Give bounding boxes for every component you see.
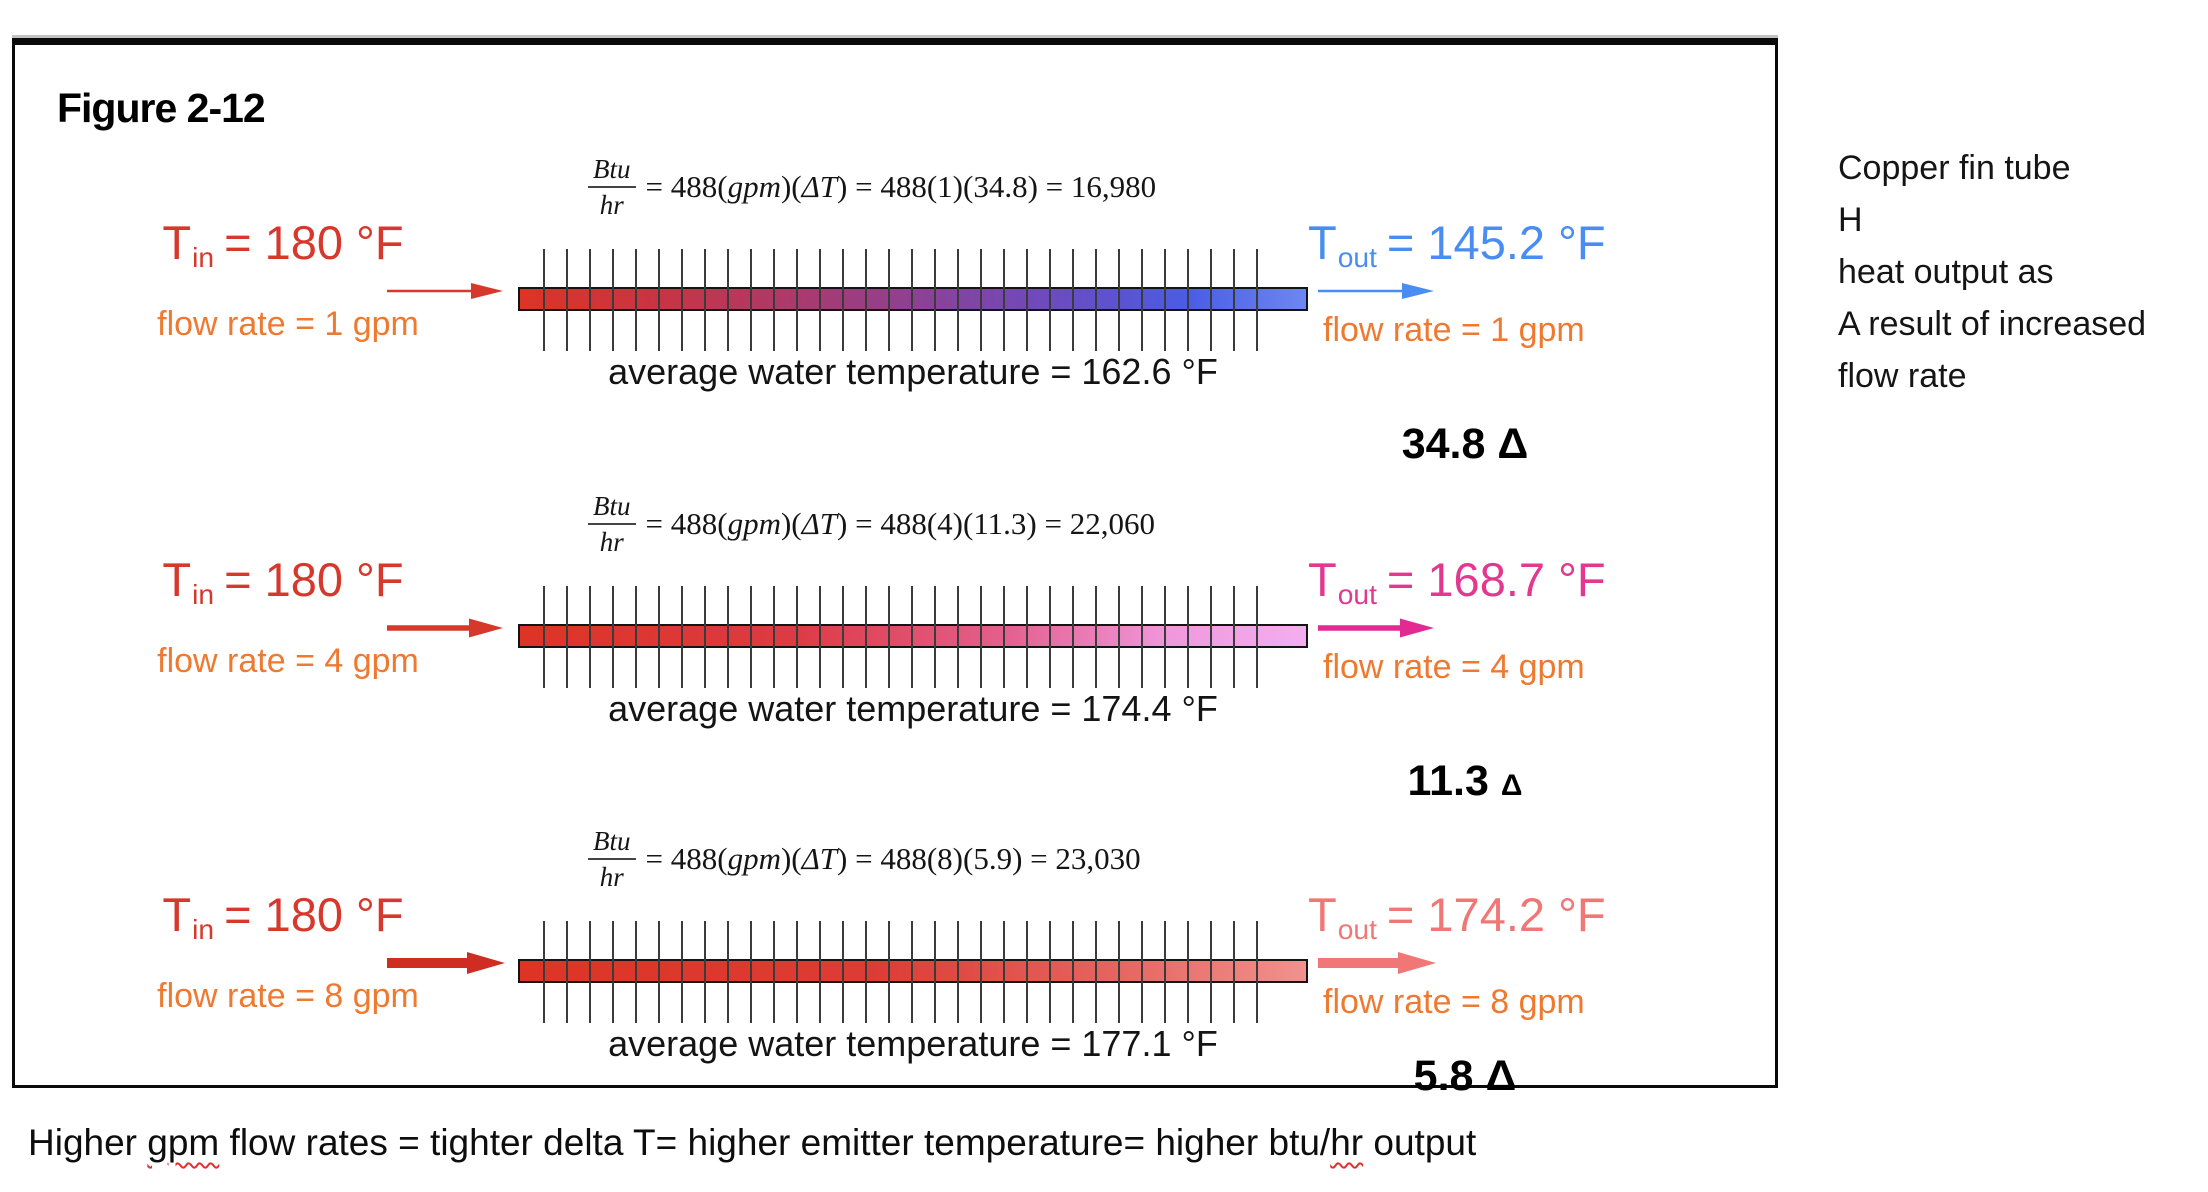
formula-equation: = 488(gpm)(ΔT) = 488(4)(11.3) = 22,060 [645, 506, 1155, 542]
outlet-arrow-icon [1316, 615, 1438, 641]
delta-t-label: 5.8 Δ [1413, 1052, 1517, 1100]
inlet-arrow-icon [385, 615, 507, 641]
delta-t-label: 34.8 Δ [1401, 420, 1529, 468]
avg-water-temp-label: average water temperature = 174.4 °F [608, 688, 1218, 729]
flow-row-1gpm: Btu hr = 488(gpm)(ΔT) = 488(1)(34.8) = 1… [15, 155, 1775, 468]
side-note-line: heat output as [1838, 253, 2054, 291]
btu-formula: Btu hr = 488(gpm)(ΔT) = 488(8)(5.9) = 23… [588, 827, 1141, 892]
btu-hr-fraction: Btu hr [588, 155, 636, 220]
btu-hr-fraction: Btu hr [588, 827, 636, 892]
side-note-line: A result of increased [1838, 305, 2147, 343]
fin-tube-fins [543, 249, 1279, 351]
formula-equation: = 488(gpm)(ΔT) = 488(8)(5.9) = 23,030 [645, 841, 1141, 877]
t-in-label: Tin = 180 °F [162, 553, 404, 611]
t-in-label: Tin = 180 °F [162, 888, 404, 946]
side-note: Copper fin tube H heat output as A resul… [1838, 142, 2146, 402]
spellcheck-word: gpm [147, 1122, 220, 1163]
flow-row-8gpm: Btu hr = 488(gpm)(ΔT) = 488(8)(5.9) = 23… [15, 827, 1775, 1137]
spellcheck-word: hr [1330, 1122, 1364, 1163]
side-note-line: H [1838, 201, 1863, 239]
avg-water-temp-label: average water temperature = 162.6 °F [608, 351, 1218, 392]
outlet-arrow-icon [1316, 950, 1438, 976]
btu-hr-fraction: Btu hr [588, 492, 636, 557]
fin-tube-fins [543, 586, 1279, 688]
delta-t-label: 11.3 Δ [1407, 757, 1523, 805]
fin-tube-fins [543, 921, 1279, 1023]
t-out-label: Tout = 174.2 °F [1308, 888, 1606, 946]
flow-rate-in-label: flow rate = 4 gpm [157, 642, 419, 680]
outlet-arrow-icon [1316, 278, 1438, 304]
inlet-arrow-icon [385, 278, 507, 304]
flow-rate-out-label: flow rate = 1 gpm [1323, 311, 1585, 349]
t-out-label: Tout = 168.7 °F [1308, 553, 1606, 611]
side-note-line: flow rate [1838, 357, 1967, 395]
formula-equation: = 488(gpm)(ΔT) = 488(1)(34.8) = 16,980 [645, 169, 1157, 205]
flow-rate-in-label: flow rate = 8 gpm [157, 977, 419, 1015]
flow-rate-out-label: flow rate = 8 gpm [1323, 983, 1585, 1021]
inlet-arrow-icon [385, 950, 507, 976]
bottom-caption: Higher gpm flow rates = tighter delta T=… [28, 1122, 1477, 1163]
flow-row-4gpm: Btu hr = 488(gpm)(ΔT) = 488(4)(11.3) = 2… [15, 492, 1775, 805]
side-note-line: Copper fin tube [1838, 149, 2071, 187]
btu-formula: Btu hr = 488(gpm)(ΔT) = 488(4)(11.3) = 2… [588, 492, 1155, 557]
btu-formula: Btu hr = 488(gpm)(ΔT) = 488(1)(34.8) = 1… [588, 155, 1156, 220]
figure-box: Figure 2-12 Btu hr = 488(gpm)(ΔT) = 488(… [12, 35, 1778, 1100]
figure-title: Figure 2-12 [57, 85, 266, 131]
t-out-label: Tout = 145.2 °F [1308, 216, 1606, 274]
flow-rate-in-label: flow rate = 1 gpm [157, 305, 419, 343]
flow-rate-out-label: flow rate = 4 gpm [1323, 648, 1585, 686]
avg-water-temp-label: average water temperature = 177.1 °F [608, 1023, 1218, 1064]
t-in-label: Tin = 180 °F [162, 216, 404, 274]
